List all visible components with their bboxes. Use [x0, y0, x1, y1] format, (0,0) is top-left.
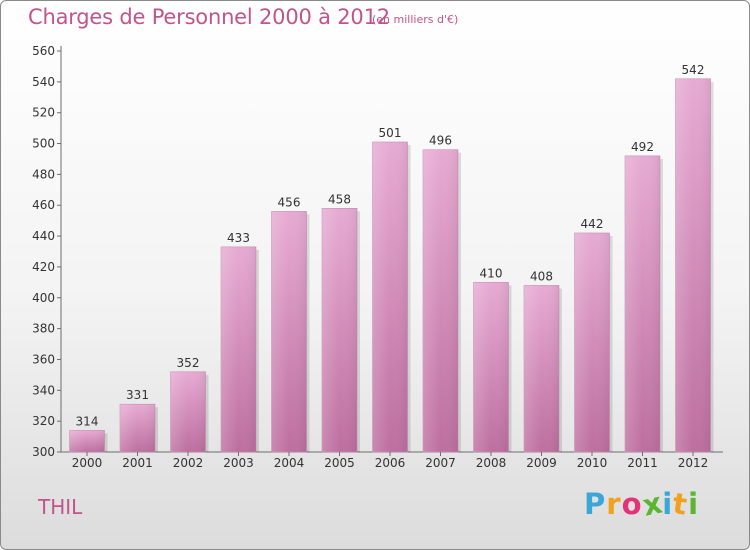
bar-highlight — [372, 141, 408, 452]
logo-letter: i — [688, 487, 700, 521]
x-tick-label: 2005 — [324, 456, 355, 470]
bar-highlight — [423, 149, 458, 452]
chart-subtitle: (en milliers d'€) — [372, 13, 459, 26]
y-tick-label: 420 — [32, 260, 55, 274]
bar-highlight — [675, 78, 711, 452]
x-tick-label: 2001 — [122, 456, 153, 470]
y-tick-label: 480 — [32, 167, 55, 181]
y-tick-label: 320 — [32, 414, 55, 428]
y-tick-label: 520 — [32, 106, 55, 120]
x-tick-label: 2003 — [223, 456, 254, 470]
logo-letter: o — [621, 487, 643, 521]
y-tick-label: 400 — [32, 291, 55, 305]
data-label: 442 — [581, 217, 604, 231]
data-label: 410 — [480, 266, 503, 280]
y-tick-label: 360 — [32, 352, 55, 366]
y-tick-label: 560 — [32, 44, 55, 58]
y-tick-label: 380 — [32, 322, 55, 336]
data-label: 501 — [379, 126, 402, 140]
data-label: 314 — [76, 414, 99, 428]
bar-highlight — [221, 246, 256, 452]
data-label: 331 — [126, 388, 149, 402]
bar-highlight — [120, 404, 155, 452]
x-tick-label: 2006 — [375, 456, 406, 470]
x-tick-label: 2002 — [173, 456, 204, 470]
chart-title: Charges de Personnel 2000 à 2012 — [28, 5, 390, 29]
x-tick-label: 2008 — [476, 456, 507, 470]
data-label: 458 — [328, 192, 351, 206]
y-tick-label: 300 — [32, 445, 55, 459]
data-label: 456 — [278, 195, 301, 209]
proxiti-logo: Proxiti — [584, 485, 700, 522]
data-label: 408 — [530, 269, 553, 283]
x-tick-label: 2012 — [678, 456, 709, 470]
logo-letter: i — [662, 487, 674, 521]
data-label: 496 — [429, 134, 452, 148]
y-tick-label: 460 — [32, 198, 55, 212]
data-label: 352 — [177, 356, 200, 370]
bar-highlight — [170, 371, 206, 452]
bar-highlight — [524, 285, 559, 452]
data-label: 433 — [227, 231, 250, 245]
x-tick-label: 2009 — [526, 456, 557, 470]
data-label: 542 — [682, 63, 705, 77]
logo-letter: P — [584, 487, 607, 521]
x-tick-label: 2004 — [274, 456, 305, 470]
bar-highlight — [322, 208, 357, 452]
y-tick-label: 540 — [32, 75, 55, 89]
commune-name: THIL — [38, 495, 83, 519]
y-tick-label: 500 — [32, 137, 55, 151]
bar-highlight — [574, 232, 610, 452]
x-tick-label: 2011 — [627, 456, 658, 470]
logo-letter: r — [606, 487, 622, 521]
x-tick-label: 2007 — [425, 456, 456, 470]
data-label: 492 — [631, 140, 654, 154]
bar-highlight — [473, 282, 509, 452]
bar-highlight — [69, 430, 105, 452]
x-tick-label: 2000 — [72, 456, 103, 470]
y-tick-label: 440 — [32, 229, 55, 243]
x-tick-label: 2010 — [577, 456, 608, 470]
bar-highlight — [271, 211, 307, 452]
bar-highlight — [625, 155, 660, 452]
y-tick-label: 340 — [32, 383, 55, 397]
